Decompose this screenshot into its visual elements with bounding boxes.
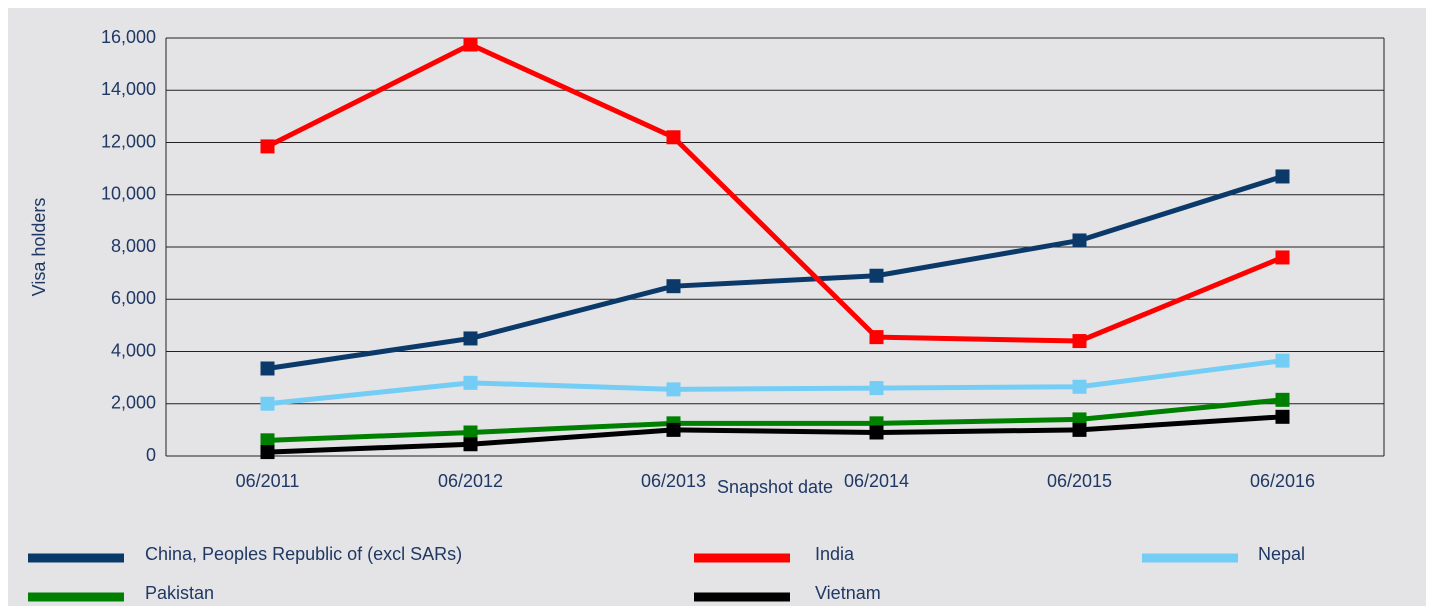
data-point: [869, 381, 884, 396]
background: [8, 8, 1426, 606]
x-tick-label: 06/2016: [1250, 471, 1315, 491]
y-tick-label: 6,000: [111, 288, 156, 308]
legend-label: Pakistan: [145, 583, 214, 603]
data-point: [260, 361, 275, 376]
data-point: [1275, 353, 1290, 368]
data-point: [869, 268, 884, 283]
x-tick-label: 06/2013: [641, 471, 706, 491]
legend-label: Vietnam: [815, 583, 881, 603]
data-point: [666, 130, 681, 145]
series-line: [267, 414, 1283, 455]
x-axis-label: Snapshot date: [717, 477, 833, 497]
data-point: [463, 425, 478, 440]
data-point: [260, 445, 275, 460]
x-tick-label: 06/2014: [844, 471, 909, 491]
data-point: [1275, 392, 1290, 407]
data-point: [260, 433, 275, 448]
y-tick-label: 0: [146, 445, 156, 465]
data-point: [260, 396, 275, 411]
y-axis-label: Visa holders: [29, 198, 49, 297]
data-point: [463, 375, 478, 390]
y-tick-label: 12,000: [101, 131, 156, 151]
data-point: [1072, 422, 1087, 437]
data-point: [463, 37, 478, 52]
data-point: [1072, 334, 1087, 349]
series-line: [267, 358, 1283, 407]
y-tick-label: 4,000: [111, 340, 156, 360]
y-tick-label: 10,000: [101, 184, 156, 204]
y-tick-label: 16,000: [101, 27, 156, 47]
data-point: [1275, 169, 1290, 184]
data-point: [1275, 250, 1290, 265]
data-point: [666, 279, 681, 294]
y-tick-label: 2,000: [111, 393, 156, 413]
legend-label: Nepal: [1258, 544, 1305, 564]
data-point: [666, 382, 681, 397]
data-point: [260, 139, 275, 154]
data-point: [869, 425, 884, 440]
x-tick-label: 06/2012: [438, 471, 503, 491]
series-line: [267, 397, 1283, 443]
legend-label: India: [815, 544, 855, 564]
data-point: [463, 437, 478, 452]
data-point: [1275, 409, 1290, 424]
series-line: [267, 174, 1284, 371]
x-tick-label: 06/2015: [1047, 471, 1112, 491]
data-point: [463, 331, 478, 346]
data-point: [1072, 233, 1087, 248]
series-line: [266, 42, 1284, 344]
data-point: [869, 330, 884, 345]
data-point: [666, 422, 681, 437]
y-tick-label: 14,000: [101, 79, 156, 99]
legend-label: China, Peoples Republic of (excl SARs): [145, 544, 462, 564]
data-point: [1072, 379, 1087, 394]
x-tick-label: 06/2011: [236, 471, 300, 491]
y-tick-label: 8,000: [111, 236, 156, 256]
